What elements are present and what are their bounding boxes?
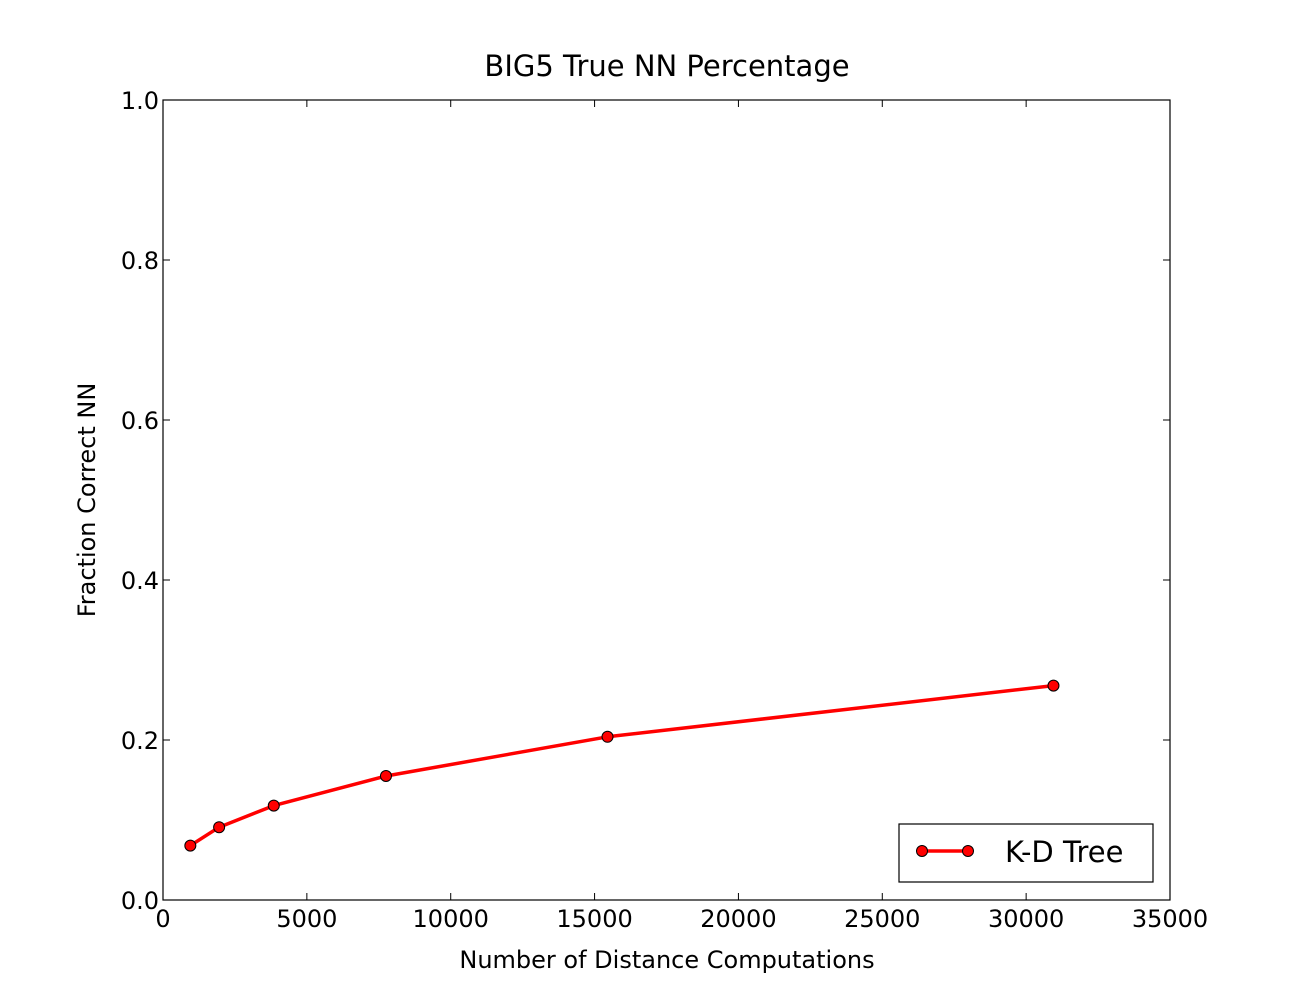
legend-marker-k-d-tree [916,845,928,857]
x-tick-label: 15000 [556,905,632,933]
data-point-k-d-tree [213,821,226,834]
legend-frame [898,823,1154,883]
y-tick-label: 0.0 [121,887,159,915]
legend: K-D Tree [898,823,1154,883]
data-point-k-d-tree [1047,679,1060,692]
plot-area: 0 5000 10000 15000 20000 25000 30000 35000 0.0 0.… [121,87,1208,933]
data-point-k-d-tree [184,839,197,852]
y-tick-label: 0.6 [121,407,159,435]
x-tick-label: 5000 [276,905,337,933]
data-point-k-d-tree [379,770,392,782]
y-tick-label: 1.0 [121,87,159,115]
x-tick-label: 35000 [1132,905,1208,933]
y-axis-label: Fraction Correct NN [73,383,101,618]
data-point-k-d-tree [601,730,614,743]
y-tick-label: 0.2 [121,727,159,755]
data-point-k-d-tree [267,799,280,812]
plot-frame [162,99,1171,901]
x-tick-label: 30000 [988,905,1064,933]
x-tick-label: 0 [155,905,170,933]
y-tick-label: 0.4 [121,567,159,595]
x-tick-label: 20000 [700,905,776,933]
x-tick-label: 10000 [413,905,489,933]
axis-ticks: 0 5000 10000 15000 20000 25000 30000 35000 0.0 0.… [121,87,1208,933]
y-tick-label: 0.8 [121,247,159,275]
x-tick-label: 25000 [844,905,920,933]
legend-label-k-d-tree: K-D Tree [1005,835,1123,869]
chart-title: BIG5 True NN Percentage [484,49,849,83]
legend-marker-k-d-tree [962,845,974,857]
x-axis-label: Number of Distance Computations [459,946,874,974]
series-group [184,679,1060,852]
